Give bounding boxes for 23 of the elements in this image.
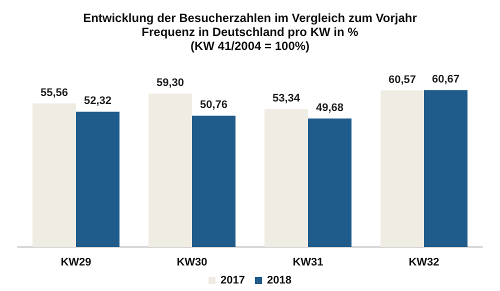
- x-tick-label: KW32: [408, 256, 440, 268]
- bar: [192, 116, 236, 247]
- legend-label: 2017: [220, 274, 246, 286]
- bar: [424, 90, 468, 247]
- bar: [76, 112, 120, 247]
- x-tick-label: KW30: [176, 256, 208, 268]
- data-label: 50,76: [200, 99, 228, 112]
- bar: [264, 109, 308, 247]
- bar: [308, 118, 352, 247]
- data-label: 60,57: [388, 74, 416, 86]
- bar: [148, 94, 192, 247]
- data-label: 52,32: [84, 95, 112, 108]
- data-label: 55,56: [40, 86, 68, 99]
- legend-label: 2018: [267, 274, 292, 286]
- bar: [32, 103, 76, 247]
- bar: [380, 90, 424, 247]
- data-label: 59,30: [156, 77, 184, 90]
- data-label: 60,67: [432, 74, 460, 86]
- data-label: 53,34: [272, 92, 301, 105]
- x-tick-label: KW29: [60, 256, 92, 268]
- x-tick-label: KW31: [292, 256, 324, 268]
- data-label: 49,68: [316, 102, 344, 114]
- chart-title: Entwicklung der Besucherzahlen im Vergleich zum Vorjahr Frequenz in Deutschland pro KW in % (KW 41/2004 = 100%): [83, 11, 418, 53]
